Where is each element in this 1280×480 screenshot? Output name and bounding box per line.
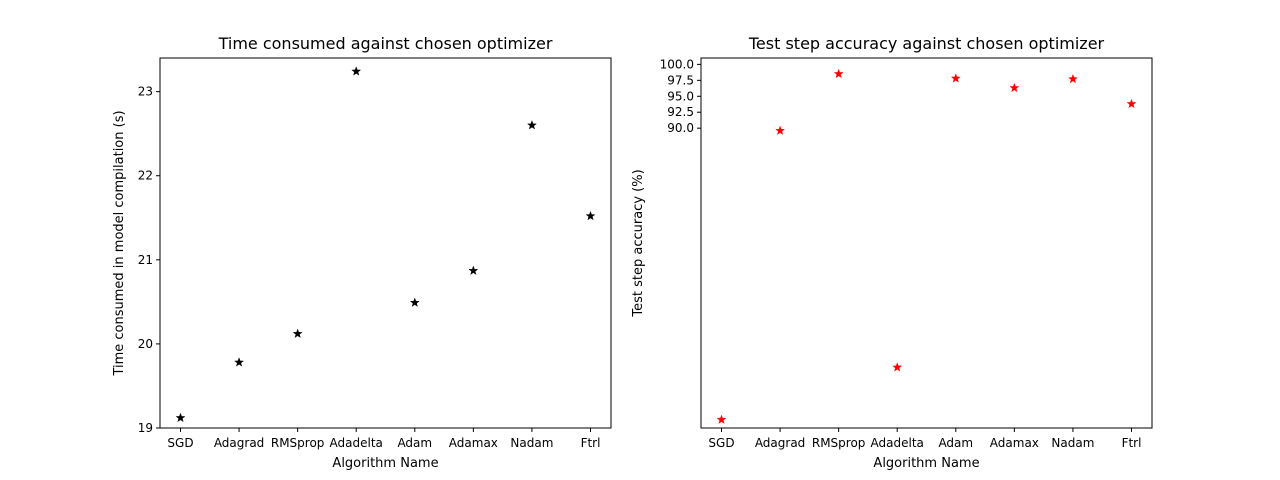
data-point-ftrl [1126, 98, 1137, 109]
x-tick-label: Nadam [1051, 436, 1094, 450]
x-tick-label: RMSprop [812, 436, 866, 450]
data-point-nadam [526, 120, 537, 130]
chart-title: Test step accuracy against chosen optimi… [748, 34, 1105, 53]
x-tick-label: Nadam [510, 436, 553, 450]
x-tick-label: Adadelta [330, 436, 383, 450]
x-tick-label: Adamax [449, 436, 498, 450]
y-tick-label: 97.5 [667, 73, 694, 87]
data-points [175, 66, 596, 423]
y-tick-label: 95.0 [667, 89, 694, 103]
y-tick-label: 90.0 [667, 121, 694, 135]
y-tick-label: 19 [138, 421, 153, 435]
data-point-rmsprop [292, 328, 303, 339]
x-tick-label: Adagrad [755, 436, 806, 450]
x-tick-label: Adam [397, 436, 432, 450]
y-tick-label: 20 [138, 337, 153, 351]
y-tick-label: 21 [138, 253, 153, 267]
data-point-adadelta [892, 362, 903, 372]
x-tick-label: Adamax [990, 436, 1039, 450]
data-point-adam [409, 297, 420, 307]
data-point-adamax [1009, 82, 1020, 93]
chart-accuracy: Test step accuracy against chosen optimi… [631, 34, 1153, 471]
data-point-adadelta [351, 66, 362, 76]
x-tick-label: SGD [708, 436, 734, 450]
x-axis-label: Algorithm Name [873, 456, 979, 471]
y-axis-label: Time consumed in model compilation (s) [112, 110, 127, 376]
data-point-ftrl [585, 210, 596, 221]
data-point-sgd [716, 414, 727, 424]
data-point-adamax [468, 265, 479, 275]
x-tick-label: Ftrl [1122, 436, 1142, 450]
chart-time: Time consumed against chosen optimizer A… [112, 34, 612, 471]
y-ticks: 90.0 92.5 95.0 97.5 100.0 [660, 57, 701, 135]
data-point-adam [950, 73, 961, 83]
x-tick-label: Adam [938, 436, 973, 450]
x-tick-label: Ftrl [581, 436, 601, 450]
y-axis-label: Test step accuracy (%) [631, 169, 646, 317]
y-tick-label: 92.5 [667, 105, 694, 119]
x-tick-label: SGD [167, 436, 193, 450]
x-ticks: SGD Adagrad RMSprop Adadelta Adam Adamax Nadam… [708, 428, 1141, 450]
y-ticks: 19 20 21 22 23 [138, 85, 160, 435]
plot-area [159, 57, 612, 429]
chart-title: Time consumed against chosen optimizer [218, 34, 553, 53]
data-points [716, 68, 1137, 424]
data-point-sgd [175, 412, 186, 423]
x-ticks: SGD Adagrad RMSprop Adadelta Adam Adamax Nadam… [167, 428, 600, 450]
y-tick-label: 23 [138, 85, 153, 99]
data-point-adagrad [775, 125, 786, 135]
x-tick-label: RMSprop [271, 436, 325, 450]
data-point-adagrad [234, 357, 245, 367]
x-tick-label: Adagrad [214, 436, 265, 450]
data-point-nadam [1067, 73, 1078, 84]
y-tick-label: 100.0 [660, 57, 694, 71]
x-tick-label: Adadelta [871, 436, 924, 450]
x-axis-label: Algorithm Name [332, 456, 438, 471]
y-tick-label: 22 [138, 169, 153, 183]
data-point-rmsprop [833, 68, 844, 79]
plot-area [700, 57, 1153, 429]
